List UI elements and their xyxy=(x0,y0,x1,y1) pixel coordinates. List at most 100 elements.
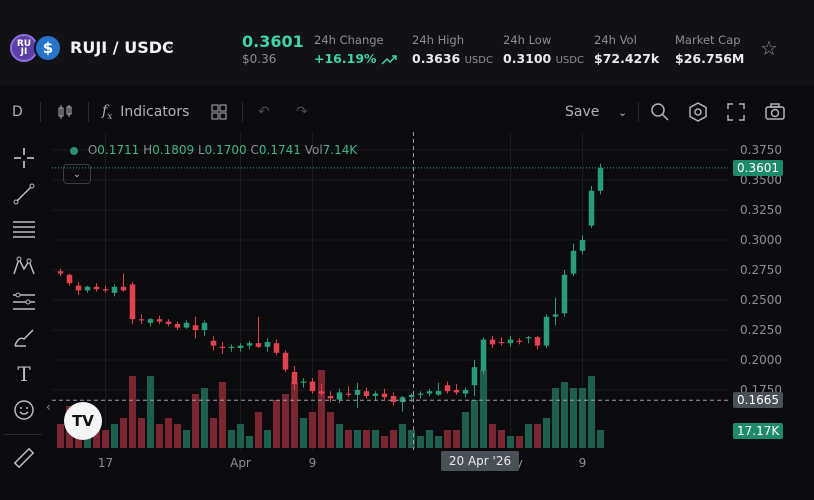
volume-bar xyxy=(389,430,398,448)
volume-bar xyxy=(542,418,551,448)
x-tick-label: 17 xyxy=(98,456,113,470)
candle-body xyxy=(228,346,235,348)
volume-bar xyxy=(461,412,470,448)
volume-bar xyxy=(353,430,362,448)
interval-selector[interactable]: D xyxy=(12,104,23,120)
save-chevron-icon[interactable]: ⌄ xyxy=(618,105,628,119)
stat-24h-low: 24h Low 0.3100 USDC xyxy=(503,33,584,66)
candle-body xyxy=(471,367,478,386)
volume-bar xyxy=(326,412,335,448)
series-dot-icon xyxy=(70,146,78,155)
candle-body xyxy=(426,391,433,394)
redo-icon[interactable]: ↷ xyxy=(296,104,308,120)
x-tick-label: 9 xyxy=(579,456,587,470)
volume-bar xyxy=(506,436,515,448)
volume-bar xyxy=(416,436,425,448)
volume-bar xyxy=(371,430,380,448)
stat-value: $72.427k xyxy=(594,51,660,66)
volume-bar xyxy=(173,424,182,448)
pattern-tool[interactable] xyxy=(10,252,38,280)
candle-body xyxy=(597,167,604,191)
candle-body xyxy=(255,343,262,347)
volume-bar xyxy=(560,382,569,448)
snapshot-button[interactable] xyxy=(764,92,786,132)
volume-bar xyxy=(128,376,137,448)
candle-body xyxy=(111,286,118,293)
indicators-label: Indicators xyxy=(120,104,190,120)
star-icon[interactable]: ☆ xyxy=(760,36,778,60)
volume-bar xyxy=(155,424,164,448)
candle-body xyxy=(543,316,550,346)
volume-bar xyxy=(587,376,596,448)
candle-body xyxy=(525,337,532,339)
candle-body xyxy=(84,286,91,291)
candle-body xyxy=(309,381,316,392)
volume-bar xyxy=(362,430,371,448)
stat-label: 24h Change xyxy=(314,33,384,47)
stat-label: 24h High xyxy=(412,33,465,47)
emoji-tool[interactable] xyxy=(10,396,38,424)
candle-body xyxy=(192,325,199,330)
indicators-button[interactable]: fx Indicators xyxy=(102,92,189,132)
y-tick-label: 0.2500 xyxy=(740,293,782,307)
fib-tool[interactable] xyxy=(10,216,38,244)
pair-selector[interactable]: RUJI / USDC xyxy=(70,38,174,57)
quick-search-button[interactable] xyxy=(650,92,670,132)
volume-bar xyxy=(245,436,254,448)
legend-high: 0.1809 xyxy=(152,143,195,157)
layouts-button[interactable] xyxy=(210,92,228,132)
candle-body xyxy=(579,240,586,251)
volume-bar xyxy=(254,412,263,448)
candles-icon xyxy=(58,105,72,119)
candle-body xyxy=(480,339,487,371)
volume-bar xyxy=(443,430,452,448)
y-tick-label: 0.3750 xyxy=(740,143,782,157)
candle-body xyxy=(417,393,424,395)
tradingview-logo[interactable]: TV xyxy=(64,402,102,440)
stat-market-cap: Market Cap $26.756M xyxy=(675,33,744,66)
fullscreen-button[interactable] xyxy=(726,92,746,132)
candle-body xyxy=(57,271,64,274)
toolbar-divider xyxy=(638,102,639,122)
chevron-down-icon[interactable]: ⌄ xyxy=(165,38,176,52)
projection-tool[interactable] xyxy=(10,288,38,316)
volume-bar xyxy=(344,430,353,448)
candle-body xyxy=(237,345,244,348)
volume-bar xyxy=(281,394,290,448)
trend-line-tool[interactable] xyxy=(10,180,38,208)
y-tick-label: 0.3500 xyxy=(740,173,782,187)
measure-tool[interactable] xyxy=(10,444,38,472)
candle-body xyxy=(120,286,127,291)
legend-volume: 7.14K xyxy=(322,143,358,157)
candle-body xyxy=(408,394,415,398)
undo-icon[interactable]: ↶ xyxy=(258,104,270,120)
candle-body xyxy=(75,285,82,291)
collapse-legend-button[interactable]: ⌄ xyxy=(63,164,91,184)
candle-body xyxy=(129,284,136,320)
candle-type-button[interactable] xyxy=(56,92,74,132)
trend-line-icon xyxy=(13,183,35,205)
candle-body xyxy=(201,322,208,330)
brush-icon xyxy=(14,329,34,347)
settings-button[interactable] xyxy=(688,92,708,132)
volume-bar xyxy=(218,382,227,448)
candle-body xyxy=(300,381,307,383)
save-button[interactable]: Save xyxy=(565,104,600,120)
candle-body xyxy=(219,346,226,348)
candle-body xyxy=(165,321,172,324)
volume-bar xyxy=(596,430,605,448)
volume-bar xyxy=(137,418,146,448)
brush-tool[interactable] xyxy=(10,324,38,352)
stat-value: 0.3636 USDC xyxy=(412,51,493,66)
text-tool-icon[interactable]: T xyxy=(17,362,31,386)
stat-24h-change: 24h Change +16.19% xyxy=(314,33,397,66)
candle-body xyxy=(588,190,595,226)
candle-body xyxy=(363,391,370,396)
crosshair-tool[interactable] xyxy=(10,144,38,172)
scroll-left-icon[interactable]: ‹ xyxy=(46,400,51,414)
volume-bar xyxy=(164,418,173,448)
drawing-toolbar: T xyxy=(0,140,46,480)
volume-bar xyxy=(308,412,317,448)
volume-bar xyxy=(272,400,281,448)
